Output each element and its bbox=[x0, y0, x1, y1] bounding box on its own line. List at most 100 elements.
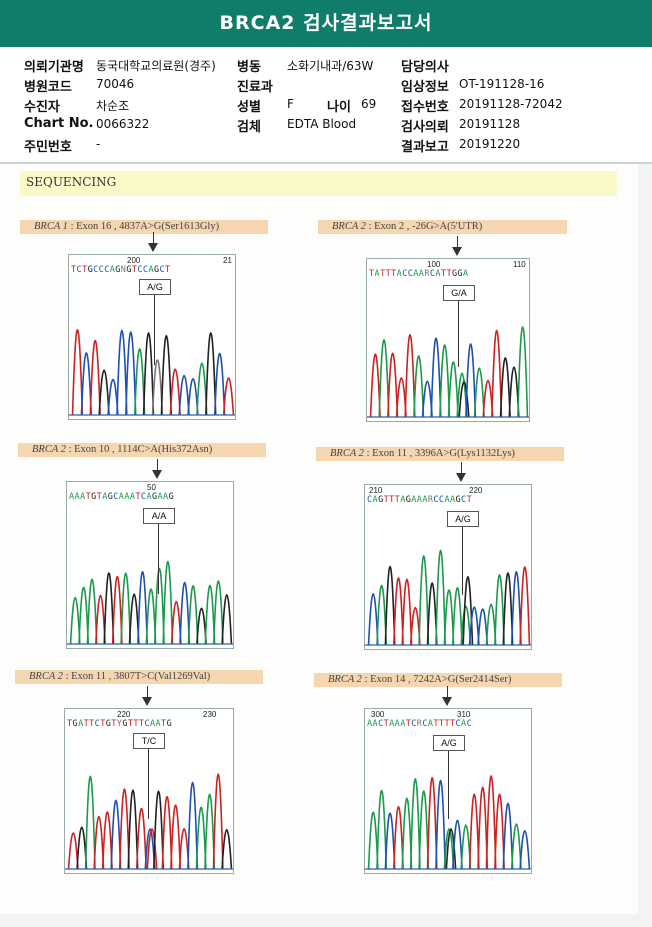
chromatogram-peaks bbox=[69, 328, 235, 416]
base-letter: A bbox=[411, 495, 417, 505]
hospital-code-value: 70046 bbox=[96, 77, 135, 91]
chromatogram-5: 220 230 TGATTCTGTYGTTTCAATG T/C bbox=[64, 708, 234, 874]
chromatogram-peak bbox=[212, 773, 224, 870]
position-label-5b: 230 bbox=[203, 710, 217, 719]
base-letter: A bbox=[389, 719, 395, 729]
chromatogram-peak bbox=[120, 572, 132, 645]
base-letter: A bbox=[69, 492, 75, 502]
base-letter: G bbox=[405, 495, 412, 505]
chromatogram-peak bbox=[460, 605, 472, 646]
chromatogram-peak bbox=[213, 353, 226, 416]
sequencing-title: SEQUENCING bbox=[26, 175, 117, 189]
base-letter: A bbox=[372, 719, 379, 729]
panel-label-2: BRCA 2 : Exon 2 , -26G>A(5'UTR) bbox=[318, 220, 567, 234]
base-letter: G bbox=[168, 492, 175, 502]
chromatogram-peak bbox=[376, 585, 388, 646]
base-letter: T bbox=[389, 495, 395, 505]
base-letter: A bbox=[146, 492, 152, 502]
specimen-value: EDTA Blood bbox=[287, 117, 357, 131]
chromatogram-peak bbox=[443, 589, 455, 646]
base-call-box-5: T/C bbox=[133, 733, 165, 749]
base-letter: C bbox=[461, 495, 467, 505]
variant-arrow-line bbox=[147, 686, 148, 698]
chromatogram-peak bbox=[151, 359, 164, 416]
variant-arrow-icon bbox=[442, 697, 452, 706]
base-letter: G bbox=[451, 269, 458, 279]
panel-gene-5: BRCA 2 bbox=[29, 671, 63, 682]
chromatogram-peak bbox=[169, 368, 181, 416]
chromatogram-peak bbox=[367, 811, 379, 870]
chromatogram-peak bbox=[71, 328, 84, 416]
chromatogram-peak bbox=[430, 337, 442, 418]
chromatogram-peak bbox=[499, 357, 511, 418]
chromatogram-peak bbox=[517, 326, 529, 418]
base-letter: T bbox=[161, 719, 167, 729]
base-letter: T bbox=[440, 269, 447, 279]
base-letter: C bbox=[455, 719, 462, 729]
base-letter: C bbox=[140, 492, 147, 502]
chromatogram-peak bbox=[502, 572, 514, 646]
variant-arrow-line bbox=[457, 236, 458, 248]
base-letter: A bbox=[80, 492, 86, 502]
position-label-4b: 220 bbox=[469, 486, 483, 495]
base-letter: C bbox=[104, 265, 110, 275]
base-letter: C bbox=[93, 265, 99, 275]
position-label-1b: 21 bbox=[223, 256, 232, 265]
base-letter: C bbox=[378, 719, 384, 729]
base-letter: T bbox=[391, 269, 397, 279]
base-letter: C bbox=[137, 265, 143, 275]
base-letter: G bbox=[455, 495, 462, 505]
chromatogram-peak bbox=[101, 811, 113, 870]
panel-gene-3: BRCA 2 bbox=[32, 444, 66, 455]
base-call-box-3: A/A bbox=[143, 508, 175, 524]
base-letter: A bbox=[148, 265, 154, 275]
chromatogram-peaks bbox=[65, 773, 233, 870]
chromatogram-peak bbox=[98, 369, 110, 416]
variant-arrow-icon bbox=[148, 243, 158, 252]
base-letter: C bbox=[422, 719, 428, 729]
base-letter: C bbox=[142, 265, 149, 275]
chromatogram-peak bbox=[384, 812, 396, 870]
base-letter: A bbox=[124, 492, 130, 502]
chromatogram-peak bbox=[468, 606, 480, 646]
base-letter: T bbox=[135, 492, 141, 502]
base-letter: T bbox=[380, 269, 386, 279]
chromatogram-peak bbox=[447, 361, 459, 418]
base-letter: A bbox=[400, 495, 406, 505]
panel-gene-1: BRCA 1 bbox=[34, 221, 68, 232]
base-letter: A bbox=[149, 719, 156, 729]
chromatogram-peak bbox=[153, 567, 165, 645]
base-sequence-2: TATTTACCAARCATTGGA bbox=[369, 269, 469, 279]
base-call-box-2: G/A bbox=[443, 285, 475, 301]
chromatogram-peak bbox=[458, 381, 470, 418]
chromatogram-peak bbox=[502, 802, 514, 870]
chromatogram-peak bbox=[510, 823, 522, 870]
chromatogram-peak bbox=[67, 832, 79, 870]
base-letter: R bbox=[427, 495, 434, 505]
chromatogram-peak bbox=[135, 808, 147, 870]
base-letter: A bbox=[444, 495, 450, 505]
base-letter: T bbox=[133, 719, 139, 729]
sequencing-header-band bbox=[20, 171, 617, 196]
chromatogram-peak bbox=[451, 819, 463, 870]
chromatogram-peak bbox=[519, 830, 531, 870]
chromatogram-peak bbox=[468, 793, 480, 870]
chromatogram-peak bbox=[473, 367, 485, 418]
chromatogram-peak bbox=[439, 344, 451, 418]
base-letter: A bbox=[413, 269, 419, 279]
chromatogram-peak bbox=[133, 348, 146, 416]
base-letter: T bbox=[466, 495, 473, 505]
panel-desc-6: : Exon 14 , 7242A>G(Ser2414Ser) bbox=[364, 674, 512, 685]
chromatogram-peak bbox=[485, 775, 497, 870]
base-letter: G bbox=[87, 265, 94, 275]
panel-label-4: BRCA 2 : Exon 11 , 3396A>G(Lys1132Lys) bbox=[316, 447, 564, 461]
base-letter: Y bbox=[116, 719, 123, 729]
base-letter: A bbox=[109, 265, 116, 275]
dept-label: 진료과 bbox=[237, 80, 273, 95]
chromatogram-peak bbox=[125, 331, 137, 416]
chromatogram-peak bbox=[161, 796, 173, 870]
base-letter: A bbox=[129, 492, 136, 502]
patient-value: 차순조 bbox=[96, 99, 130, 113]
position-label-4a: 210 bbox=[369, 486, 383, 495]
chromatogram-peak bbox=[187, 585, 199, 645]
